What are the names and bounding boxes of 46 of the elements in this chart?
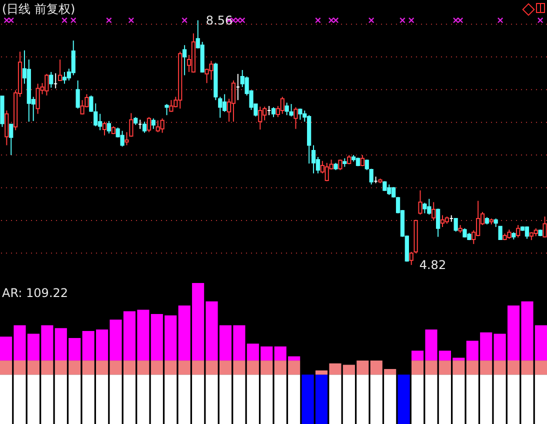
candlestick — [124, 132, 129, 146]
candlestick — [58, 59, 62, 81]
candlestick — [231, 80, 236, 122]
candlestick — [94, 102, 98, 127]
annotation: 8.56 — [206, 13, 233, 28]
candlestick — [102, 121, 107, 136]
candlestick — [160, 118, 164, 134]
candlestick — [49, 71, 54, 88]
chart-title: (日线 前复权) — [2, 1, 76, 18]
candlestick — [106, 120, 112, 134]
candlestick — [71, 40, 76, 76]
candlestick — [271, 106, 276, 118]
candlestick — [418, 190, 422, 216]
candlestick — [409, 251, 414, 266]
candlestick — [516, 224, 520, 238]
candlestick — [76, 80, 80, 110]
candlestick — [440, 214, 445, 228]
candlestick — [62, 71, 67, 84]
candlestick — [169, 100, 174, 112]
candlestick — [294, 106, 298, 130]
candlestick — [338, 159, 342, 171]
chart-title: AR: 109.22 — [2, 286, 68, 300]
bar — [398, 374, 410, 424]
candlestick — [258, 106, 262, 130]
candlestick — [89, 95, 94, 112]
candlestick — [298, 108, 302, 120]
candlestick — [422, 202, 427, 214]
candlestick — [9, 124, 14, 156]
candlestick — [120, 130, 124, 148]
candlestick — [142, 121, 147, 134]
annotation: 4.82 — [419, 258, 446, 272]
candlestick — [454, 218, 458, 232]
candlestick — [151, 118, 156, 130]
candlestick — [129, 112, 134, 138]
candlestick — [146, 116, 152, 133]
candlestick — [4, 110, 9, 146]
candlestick — [432, 202, 436, 221]
candlestick — [182, 44, 187, 76]
candlestick — [462, 228, 467, 238]
candlestick — [280, 96, 284, 114]
candlestick — [436, 208, 440, 238]
candlestick — [164, 104, 169, 116]
candlestick — [524, 226, 530, 240]
candlestick — [289, 104, 294, 117]
candlestick — [311, 144, 316, 174]
candlestick — [218, 96, 222, 118]
